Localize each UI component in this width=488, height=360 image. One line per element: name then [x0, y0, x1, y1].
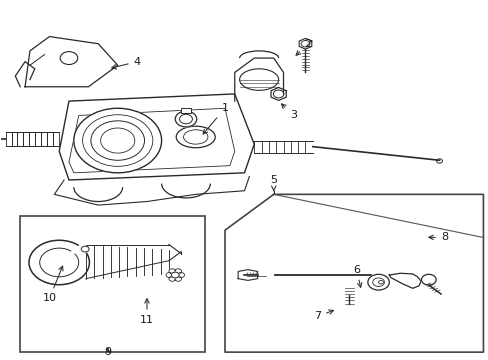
Circle shape — [179, 114, 192, 124]
Circle shape — [367, 274, 388, 290]
Polygon shape — [425, 213, 443, 229]
Ellipse shape — [176, 126, 215, 148]
Polygon shape — [342, 295, 355, 307]
Text: 10: 10 — [42, 266, 63, 303]
Circle shape — [81, 246, 89, 252]
Text: 6: 6 — [352, 265, 361, 287]
Text: 4: 4 — [112, 57, 141, 69]
Polygon shape — [25, 37, 118, 87]
Circle shape — [421, 274, 435, 285]
Polygon shape — [59, 94, 254, 180]
Circle shape — [168, 276, 175, 281]
Circle shape — [174, 276, 181, 281]
Polygon shape — [270, 87, 285, 100]
Bar — [20, 216, 205, 352]
Circle shape — [165, 273, 172, 278]
Circle shape — [29, 240, 89, 285]
Polygon shape — [224, 194, 483, 352]
Circle shape — [168, 269, 175, 274]
Circle shape — [378, 280, 383, 284]
Text: 2: 2 — [295, 39, 311, 55]
Text: 9: 9 — [104, 347, 111, 357]
Polygon shape — [238, 270, 257, 280]
Circle shape — [40, 248, 79, 277]
Circle shape — [177, 273, 184, 278]
Text: 7: 7 — [313, 310, 333, 321]
Polygon shape — [258, 269, 273, 282]
Bar — [181, 108, 190, 113]
Text: 5: 5 — [270, 175, 277, 191]
Text: 3: 3 — [281, 104, 296, 121]
Polygon shape — [69, 108, 234, 173]
Circle shape — [171, 272, 179, 278]
Circle shape — [60, 51, 78, 64]
Circle shape — [175, 111, 196, 127]
Circle shape — [74, 108, 161, 173]
Bar — [181, 108, 190, 113]
Circle shape — [174, 269, 181, 274]
Text: 8: 8 — [428, 232, 447, 242]
Text: 1: 1 — [203, 103, 228, 134]
Polygon shape — [299, 39, 311, 49]
Text: 11: 11 — [140, 299, 154, 325]
Polygon shape — [388, 273, 420, 288]
